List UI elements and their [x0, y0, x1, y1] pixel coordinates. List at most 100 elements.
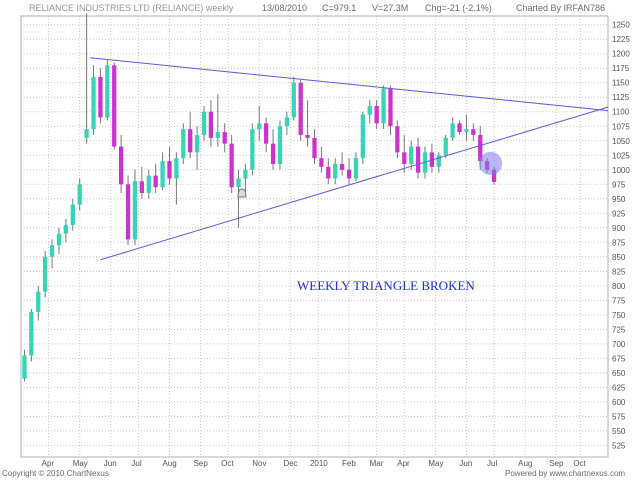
candle — [70, 198, 75, 231]
candle-body — [29, 311, 34, 356]
candle — [312, 129, 317, 164]
change-readout: Chg=-21 (-2.1%) — [425, 3, 492, 13]
x-tick-label: Apr — [42, 459, 55, 468]
candle-body — [298, 82, 303, 135]
candle-body — [139, 181, 144, 193]
candle — [443, 134, 448, 159]
y-tick-label: 750 — [612, 311, 626, 320]
chart-title: RELIANCE INDUSTRIES LTD (RELIANCE) weekl… — [29, 3, 234, 13]
x-tick-label: Jun — [459, 459, 472, 468]
y-tick-label: 700 — [612, 340, 626, 349]
y-tick-label: 950 — [612, 195, 626, 204]
candle — [326, 158, 331, 185]
y-tick-label: 625 — [612, 383, 626, 392]
candle-body — [229, 143, 234, 188]
candle-body — [77, 184, 82, 205]
candle — [360, 111, 365, 164]
date-readout: 13/08/2010 — [262, 3, 308, 13]
close-readout: C=979.1 — [322, 3, 357, 13]
candle — [450, 117, 455, 141]
candle — [181, 123, 186, 164]
candle-body — [105, 65, 110, 118]
copyright-text: Copyright © 2010 ChartNexus — [2, 469, 109, 478]
candle — [125, 175, 131, 246]
candle-body — [70, 204, 75, 225]
candle — [305, 100, 310, 147]
candle — [222, 123, 227, 153]
x-tick-label: Dec — [283, 459, 297, 468]
y-tick-label: 1125 — [612, 93, 630, 102]
triangle-annotation: WEEKLY TRIANGLE BROKEN — [297, 278, 475, 293]
candle-body — [208, 111, 214, 138]
candle — [471, 123, 476, 141]
candle — [339, 152, 345, 176]
candle-body — [402, 152, 407, 164]
x-tick-label: Oct — [573, 459, 586, 468]
candle — [319, 146, 324, 173]
candle-body — [471, 129, 476, 135]
candle-body — [491, 169, 497, 182]
y-tick-label: 1050 — [612, 137, 630, 146]
candle — [132, 169, 138, 246]
candle — [153, 163, 158, 193]
y-tick-label: 1025 — [612, 151, 630, 160]
candle — [194, 126, 200, 170]
candle-body — [312, 137, 317, 159]
x-tick-label: Oct — [221, 459, 234, 468]
candle-body — [153, 175, 158, 188]
x-tick-label: May — [428, 459, 443, 468]
y-tick-label: 975 — [612, 180, 626, 189]
candle-body — [91, 76, 96, 130]
x-tick-label: Aug — [162, 459, 176, 468]
candle — [22, 349, 27, 382]
candle-body — [464, 129, 469, 133]
candle-body — [478, 134, 483, 162]
candle-body — [167, 161, 172, 179]
candle — [77, 178, 82, 211]
candle-body — [84, 129, 89, 138]
candle — [112, 62, 117, 150]
candle-body — [188, 129, 193, 153]
candle — [215, 94, 220, 147]
candle — [464, 114, 469, 141]
candle-body — [160, 161, 165, 188]
candle — [29, 309, 34, 362]
candle — [167, 146, 172, 185]
y-tick-label: 800 — [612, 282, 626, 291]
y-tick-label: 1175 — [612, 64, 630, 73]
candle-body — [98, 76, 103, 118]
x-tick-label: Aug — [518, 459, 532, 468]
candle-body — [112, 65, 117, 147]
candle-body — [277, 126, 283, 164]
candle — [436, 152, 441, 173]
x-tick-label: Mar — [370, 459, 384, 468]
x-tick-label: Feb — [342, 459, 356, 468]
y-tick-label: 525 — [612, 441, 626, 450]
plot-frame — [20, 15, 609, 458]
candle — [277, 120, 283, 170]
lower-trendline — [100, 106, 609, 261]
candle-body — [257, 123, 262, 130]
candle — [105, 59, 110, 121]
candle-body — [36, 291, 41, 312]
candle-body — [270, 143, 276, 164]
x-tick-label: Apr — [397, 459, 410, 468]
candle-body — [63, 224, 69, 234]
candles — [22, 13, 497, 382]
y-tick-label: 1150 — [612, 79, 630, 88]
candle-body — [43, 256, 48, 292]
candle-body — [250, 129, 255, 170]
candle-body — [118, 146, 124, 185]
candle-body — [381, 88, 386, 124]
y-tick-label: 1000 — [612, 166, 630, 175]
candle — [409, 140, 414, 170]
candle — [160, 152, 165, 191]
y-tick-label: 850 — [612, 253, 626, 262]
candle-body — [409, 146, 414, 164]
x-tick-label: 2010 — [310, 459, 328, 468]
x-axis: Apr May Jun Jul Aug Sep Oct Nov Dec 2010 Feb Mar Apr… — [42, 459, 587, 468]
candle — [388, 85, 393, 135]
candle-body — [181, 129, 186, 159]
candle — [91, 65, 96, 135]
y-tick-label: 575 — [612, 412, 626, 421]
